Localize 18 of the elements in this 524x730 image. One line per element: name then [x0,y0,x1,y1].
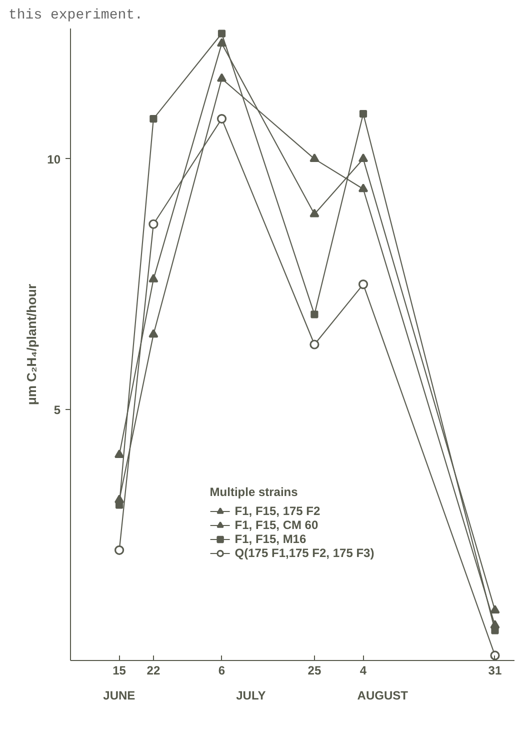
x-tick-label: 4 [360,664,367,678]
x-tick-label: 6 [218,664,226,678]
legend-label: Q(175 F1,175 F2, 175 F3) [234,546,374,560]
text: JUNE [103,688,136,702]
text: AUGUST [357,688,409,702]
legend-label: F1, F15, 175 F2 [234,504,320,518]
x-tick-label: 31 [488,664,502,678]
legend-title: Multiple strains [210,485,299,499]
legend-label: F1, F15, M16 [234,532,306,546]
x-tick-label: 15 [112,664,126,678]
y-axis-title: μm C₂H₄/plant/hour [24,284,40,406]
x-tick-label: 25 [308,664,322,678]
text: JULY [236,688,266,702]
y-tick-label: 5 [54,403,61,418]
x-tick-label: 22 [146,664,160,678]
legend-label: F1, F15, CM 60 [234,518,318,532]
text: this experiment. [8,8,143,24]
y-tick-label: 10 [47,152,61,166]
